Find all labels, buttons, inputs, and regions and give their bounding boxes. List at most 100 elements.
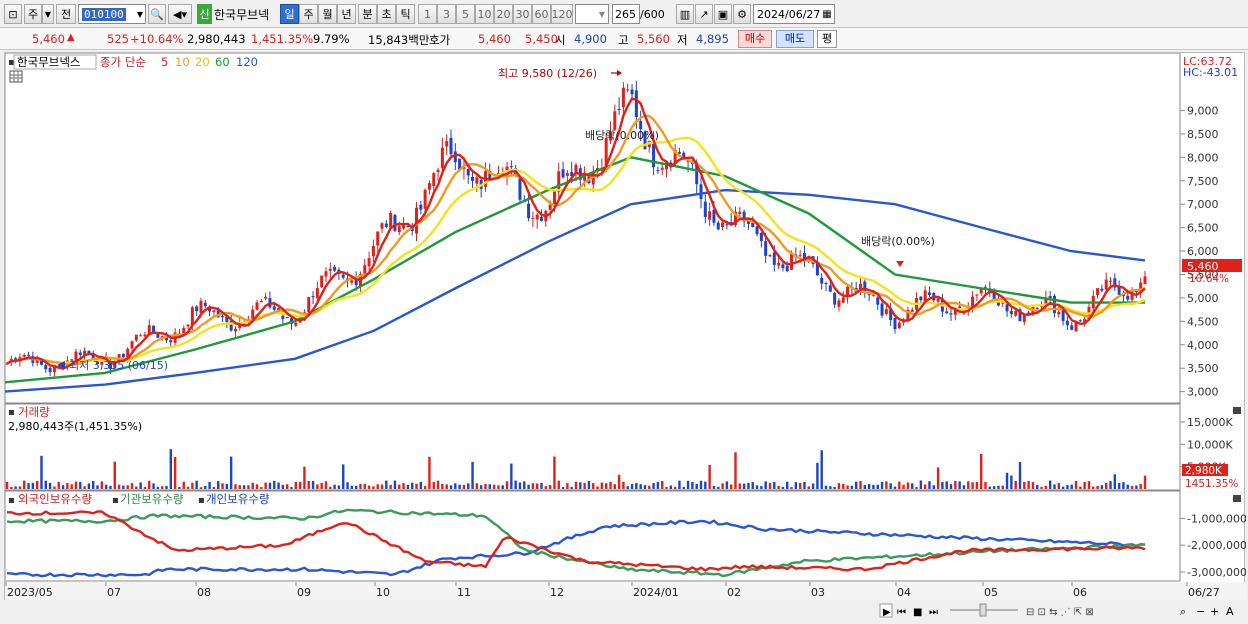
- stock-code-input[interactable]: 010100: [78, 4, 146, 24]
- volume-bar: [721, 483, 724, 489]
- candle-body: [759, 233, 763, 242]
- candle-body: [328, 268, 332, 271]
- calendar-icon[interactable]: ▦: [822, 8, 832, 20]
- interval-3[interactable]: 3: [437, 4, 456, 24]
- candle-body: [509, 166, 513, 168]
- period-minute[interactable]: 분: [358, 4, 377, 24]
- zoom-slider-handle[interactable]: [979, 603, 987, 617]
- dividend-note-1: 배당락(0.00%): [585, 129, 659, 142]
- candle-body: [402, 223, 406, 229]
- period-day[interactable]: 일: [280, 4, 299, 24]
- count-input[interactable]: 265: [612, 4, 640, 24]
- save-icon[interactable]: ▣: [714, 4, 732, 24]
- volume-bar: [523, 481, 526, 489]
- period-month[interactable]: 월: [318, 4, 337, 24]
- ma-label[interactable]: 종가 단순: [100, 55, 146, 69]
- scroll-right-icon[interactable]: ▶: [883, 607, 891, 618]
- interval-20[interactable]: 20: [494, 4, 513, 24]
- tool-icons[interactable]: ⊟ ⊡ ⇆ ⋰ ⇱ ⊠: [1026, 607, 1094, 618]
- buy-button[interactable]: 매수: [738, 30, 772, 48]
- candle-body: [621, 87, 625, 108]
- prev-button[interactable]: 전: [56, 4, 76, 24]
- volume-panel-title[interactable]: 거래량: [18, 405, 50, 419]
- gear-icon[interactable]: ⚙: [733, 4, 751, 24]
- font-size-icon[interactable]: A: [1226, 605, 1234, 618]
- draw-tool-icon[interactable]: ↗: [695, 4, 713, 24]
- scroll-end-icon[interactable]: ⏭: [929, 607, 938, 618]
- volume-bar: [255, 484, 259, 489]
- volume-bar: [432, 481, 435, 489]
- period-year[interactable]: 년: [337, 4, 356, 24]
- date-input[interactable]: 2024/06/27: [753, 4, 835, 24]
- window-menu-icon[interactable]: ⊡: [4, 4, 22, 24]
- interval-60[interactable]: 60: [532, 4, 551, 24]
- volume-panel-close-icon[interactable]: [1233, 407, 1241, 414]
- individual-holding-label[interactable]: 개인보유수량: [206, 492, 270, 506]
- interval-10[interactable]: 10: [475, 4, 494, 24]
- table-icon[interactable]: [9, 70, 23, 83]
- period-tick[interactable]: 틱: [396, 4, 415, 24]
- candle-body: [665, 162, 669, 170]
- stop-icon[interactable]: ■: [913, 607, 922, 618]
- volume-bar: [441, 484, 444, 489]
- candle-body: [1096, 288, 1100, 296]
- interval-1[interactable]: 1: [418, 4, 437, 24]
- volume-bar: [665, 487, 668, 489]
- candle-body: [725, 224, 729, 226]
- zoom-in-icon[interactable]: +: [1210, 605, 1219, 618]
- price-tick-label: 9,000: [1187, 104, 1219, 117]
- candle-body: [195, 306, 199, 312]
- period-second[interactable]: 초: [377, 4, 396, 24]
- interval-5[interactable]: 5: [456, 4, 475, 24]
- interval-120[interactable]: 120: [551, 4, 573, 24]
- candle-body: [462, 167, 466, 169]
- foreign-holding-label[interactable]: 외국인보유수량: [18, 492, 92, 506]
- volume-bar: [880, 481, 884, 489]
- speaker-icon[interactable]: ◀▾: [168, 4, 192, 24]
- volume-bar: [794, 482, 798, 489]
- price-panel-title[interactable]: 한국무브넥스: [17, 55, 80, 69]
- period-week[interactable]: 주: [299, 4, 318, 24]
- x-axis-label: 09: [297, 586, 311, 599]
- candle-body: [639, 120, 643, 130]
- volume-bar: [1005, 472, 1009, 489]
- scroll-start-icon[interactable]: ⏮: [897, 607, 906, 618]
- chart-area[interactable]: ▪ 한국무브넥스 종가 단순 5 10 20 60 120 LC:63.72 H…: [4, 52, 1247, 601]
- market-dropdown-icon[interactable]: ▼: [42, 4, 54, 24]
- candle-body: [613, 111, 617, 130]
- volume-bar: [169, 449, 173, 489]
- institution-holding-label[interactable]: 기관보유수량: [120, 492, 184, 506]
- scroll-bar[interactable]: ▶ ⏮ ■ ⏭ ⊟ ⊡ ⇆ ⋰ ⇱ ⊠ ⌕ − + A: [0, 601, 1248, 621]
- candle-body: [1083, 319, 1087, 323]
- volume-bar: [725, 481, 729, 489]
- market-tab[interactable]: 주: [24, 4, 42, 24]
- interval-30[interactable]: 30: [513, 4, 532, 24]
- holding-tick-label: -1,000,000: [1187, 512, 1246, 525]
- interval-dropdown-icon[interactable]: ▼: [598, 9, 606, 19]
- low-price: 4,895: [696, 32, 729, 46]
- search-icon[interactable]: 🔍: [148, 4, 166, 24]
- custom-interval-input[interactable]: [575, 4, 609, 24]
- volume-bar: [561, 487, 565, 489]
- volume-bar: [773, 482, 776, 489]
- sell-button[interactable]: 매도: [776, 30, 814, 48]
- candle-body: [87, 350, 91, 354]
- chart-svg[interactable]: ▪ 한국무브넥스 종가 단순 5 10 20 60 120 LC:63.72 H…: [4, 52, 1247, 601]
- volume-bar: [423, 486, 427, 489]
- volume-bar: [1040, 486, 1043, 489]
- candle-body: [790, 253, 794, 270]
- code-dropdown-icon[interactable]: ▼: [136, 9, 144, 19]
- holding-panel-close-icon[interactable]: [1233, 495, 1241, 502]
- flat-button[interactable]: 평: [817, 30, 837, 48]
- holding-tick-label: -3,000,000: [1187, 566, 1246, 579]
- low-label: 저: [677, 33, 688, 47]
- candle-body: [815, 261, 819, 276]
- candle-body: [199, 300, 203, 313]
- volume-bar: [1057, 483, 1060, 489]
- zoom-search-icon[interactable]: ⌕: [1180, 605, 1186, 618]
- volume-bar: [708, 464, 711, 489]
- volume-bar: [398, 484, 401, 489]
- candle-type-icon[interactable]: ▥: [676, 4, 694, 24]
- zoom-out-icon[interactable]: −: [1196, 605, 1205, 618]
- candle-body: [591, 172, 595, 185]
